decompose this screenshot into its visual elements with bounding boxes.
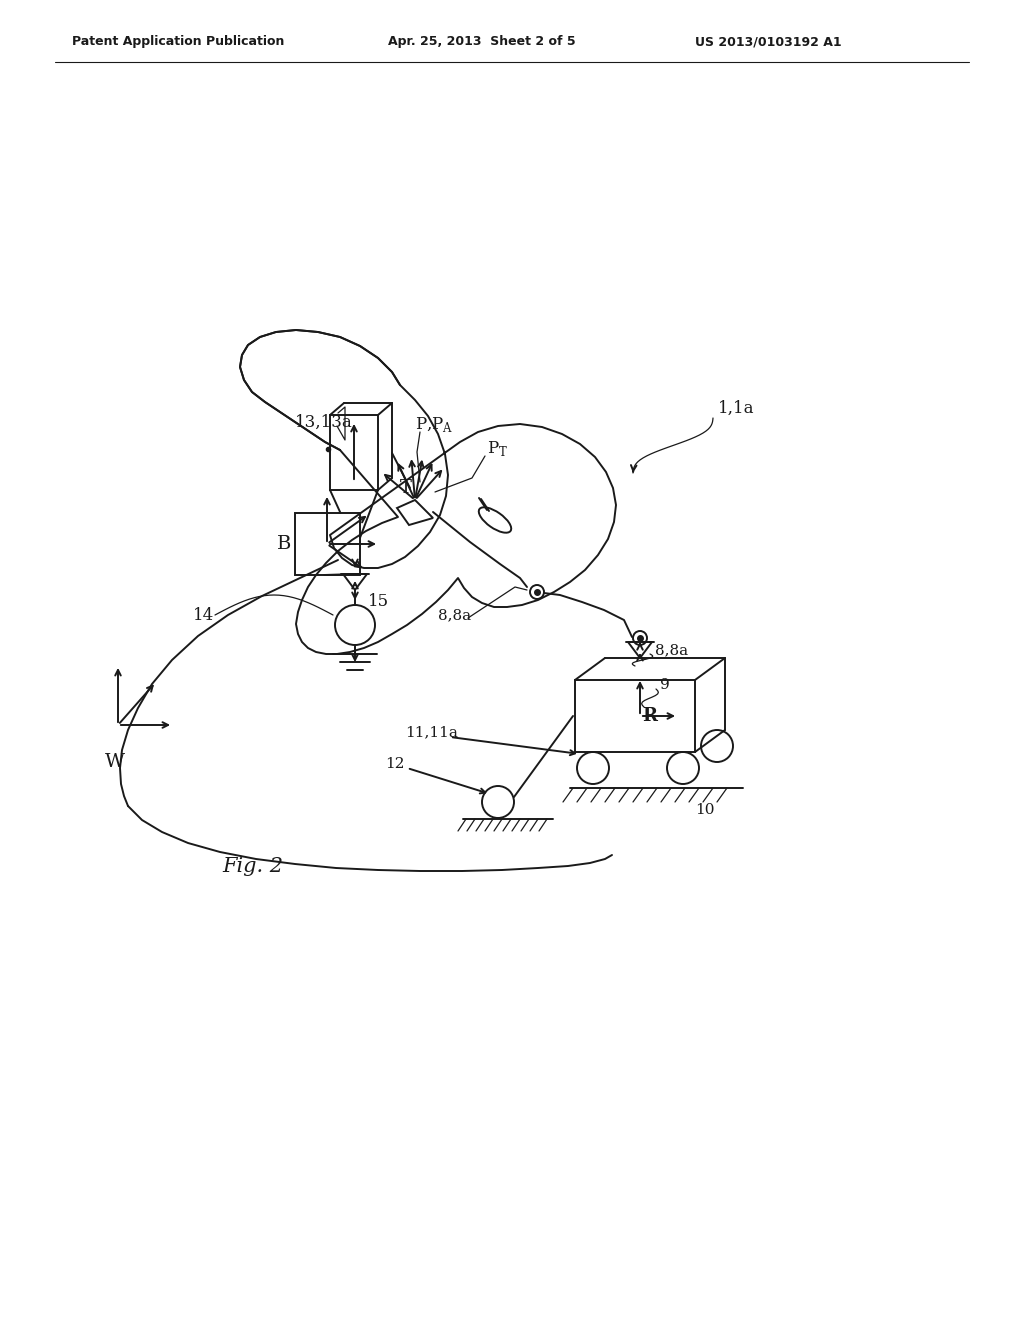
Circle shape [530,585,544,599]
Text: 11,11a: 11,11a [406,725,458,739]
Text: Apr. 25, 2013  Sheet 2 of 5: Apr. 25, 2013 Sheet 2 of 5 [388,36,575,49]
Text: B: B [278,535,292,553]
Text: 1,1a: 1,1a [718,400,755,417]
Text: Fig. 2: Fig. 2 [222,858,283,876]
Text: T: T [400,479,412,498]
Bar [575,680,695,752]
Text: 14: 14 [193,606,214,623]
Bar [295,513,360,576]
Text: P,P$_\mathregular{A}$: P,P$_\mathregular{A}$ [415,414,454,433]
Text: US 2013/0103192 A1: US 2013/0103192 A1 [695,36,842,49]
Text: W: W [105,752,125,771]
Text: Patent Application Publication: Patent Application Publication [72,36,285,49]
Text: 12: 12 [385,756,404,771]
Bar [330,414,378,490]
Text: R: R [642,708,657,725]
Circle shape [633,631,647,645]
Text: 15: 15 [368,594,389,610]
Text: 8,8a: 8,8a [655,643,688,657]
Text: 8,8a: 8,8a [438,609,471,622]
Text: 10: 10 [695,803,715,817]
Text: 9: 9 [660,678,670,692]
Text: P$_\mathregular{T}$: P$_\mathregular{T}$ [487,438,508,458]
Text: 13,13a: 13,13a [295,413,352,430]
